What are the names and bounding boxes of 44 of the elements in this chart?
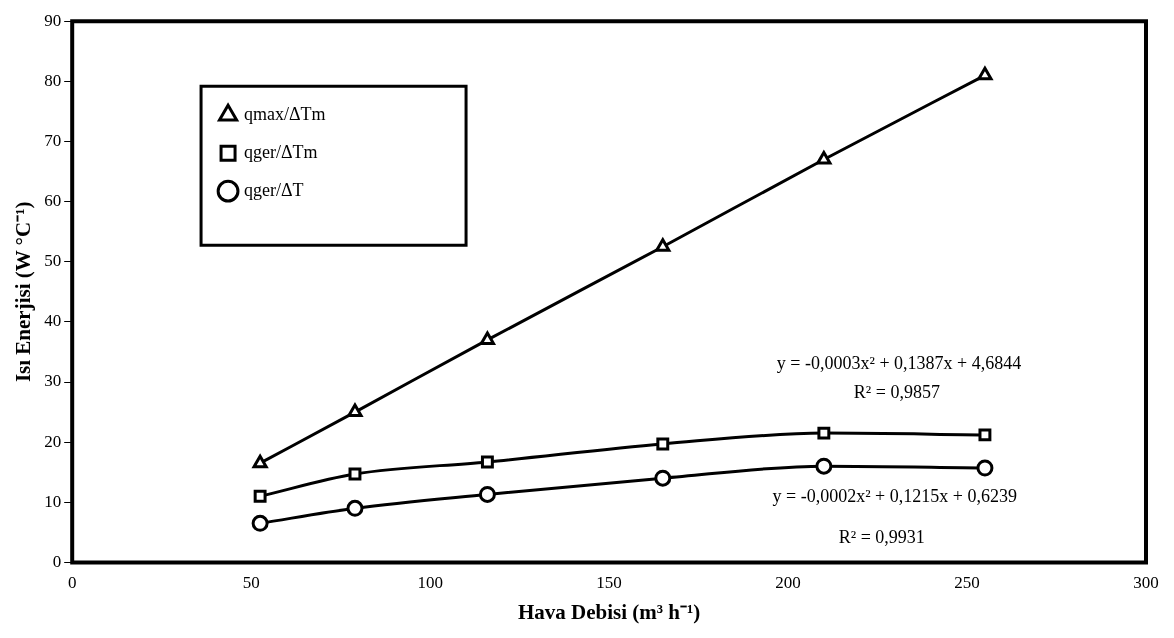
y-axis-title: Isı Enerjisi (W °C⁻¹) <box>11 201 36 383</box>
point <box>815 457 833 475</box>
point <box>817 426 831 440</box>
point <box>479 331 495 345</box>
y-tick-label: 0 <box>52 551 62 571</box>
point <box>252 454 268 469</box>
legend-label: qger/ΔTm <box>244 141 318 162</box>
point <box>346 499 364 517</box>
point <box>656 437 670 451</box>
point <box>347 403 363 418</box>
point <box>978 428 992 442</box>
point <box>654 469 672 487</box>
annotation: y = -0,0002x² + 0,1215x + 0,6239 <box>772 486 1017 507</box>
legend-label: qger/ΔT <box>244 179 304 200</box>
y-tick-label: 10 <box>44 491 62 511</box>
x-tick-label: 250 <box>954 573 980 593</box>
point <box>976 459 994 477</box>
x-tick-label: 50 <box>242 573 260 593</box>
point <box>977 66 993 81</box>
x-tick-label: 300 <box>1133 573 1159 593</box>
y-tick-label: 30 <box>44 371 62 391</box>
annotation: R² = 0,9857 <box>853 382 940 403</box>
x-tick-label: 0 <box>67 573 77 593</box>
y-tick-label: 60 <box>44 191 62 211</box>
point <box>480 455 494 469</box>
y-tick-label: 50 <box>44 251 62 271</box>
y-tick-label: 70 <box>44 130 62 150</box>
x-tick-label: 200 <box>775 573 801 593</box>
point <box>348 467 362 481</box>
y-tick-label: 90 <box>44 10 62 30</box>
y-tick-label: 40 <box>44 311 62 331</box>
y-tick-label: 20 <box>44 431 62 451</box>
point <box>816 151 832 165</box>
x-axis-title: Hava Debisi (m³ h⁻¹) <box>517 599 701 624</box>
x-tick-label: 150 <box>596 573 622 593</box>
x-tick-label: 100 <box>417 573 443 593</box>
point <box>478 485 496 503</box>
point <box>253 489 267 503</box>
legend-label: qmax/ΔTm <box>244 103 326 124</box>
point <box>655 238 671 252</box>
point <box>251 514 269 532</box>
y-tick-label: 80 <box>44 70 62 90</box>
annotation: y = -0,0003x² + 0,1387x + 4,6844 <box>776 352 1022 373</box>
annotation: R² = 0,9931 <box>838 526 925 547</box>
